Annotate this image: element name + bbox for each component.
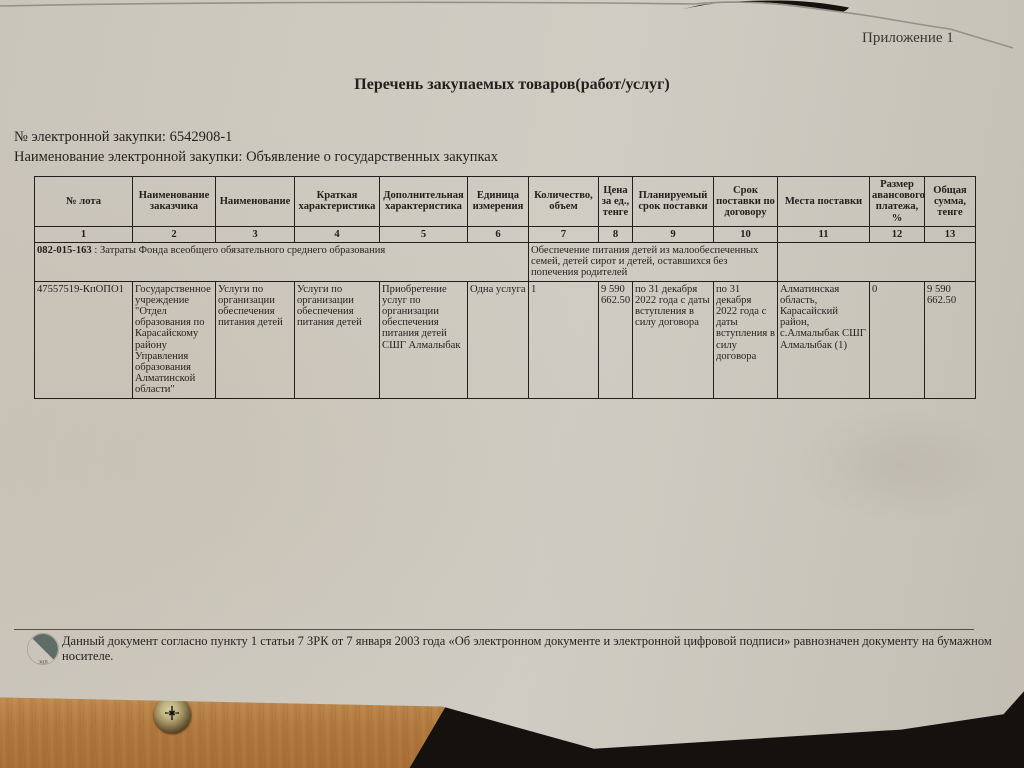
svg-text:ЭЦП: ЭЦП	[38, 659, 48, 664]
